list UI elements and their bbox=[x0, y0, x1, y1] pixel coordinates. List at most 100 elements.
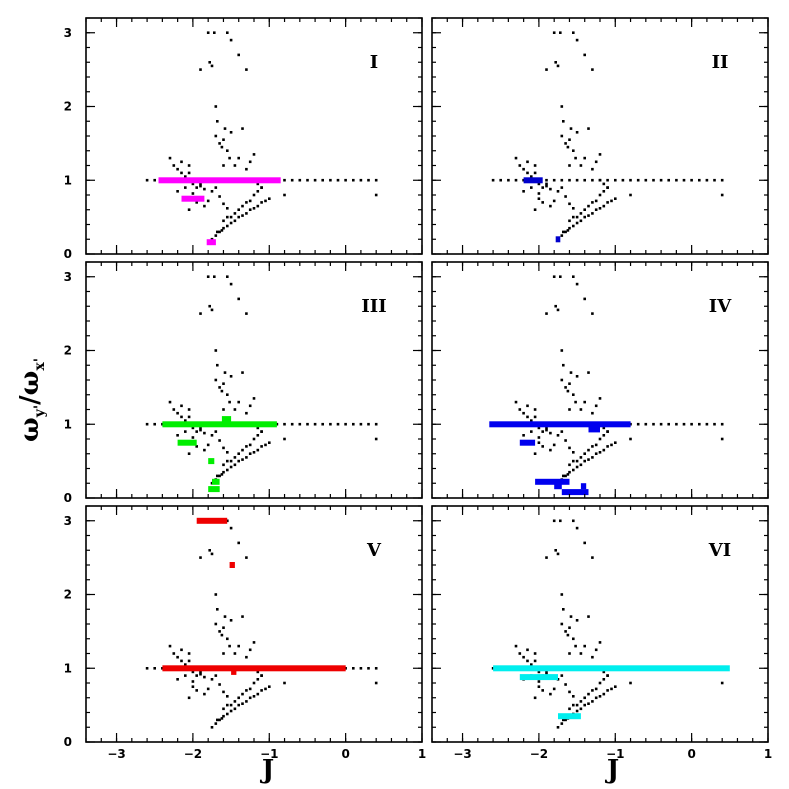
data-point bbox=[572, 275, 575, 278]
data-point bbox=[583, 178, 586, 182]
data-point bbox=[598, 153, 602, 156]
panel-label-V: V bbox=[366, 540, 382, 561]
data-point bbox=[233, 456, 237, 459]
data-point bbox=[591, 178, 594, 182]
data-point bbox=[176, 434, 179, 437]
data-point bbox=[564, 630, 567, 633]
data-point bbox=[598, 451, 602, 454]
data-point bbox=[229, 282, 233, 286]
data-point bbox=[591, 212, 594, 215]
panel-II: II bbox=[431, 17, 769, 255]
data-point bbox=[199, 428, 202, 432]
data-point bbox=[579, 408, 583, 411]
data-point bbox=[575, 375, 579, 378]
data-point bbox=[313, 422, 317, 426]
data-point bbox=[241, 448, 244, 452]
data-point bbox=[594, 404, 598, 408]
data-point bbox=[191, 680, 195, 683]
data-point bbox=[587, 127, 590, 130]
data-point bbox=[352, 422, 355, 426]
data-point bbox=[245, 445, 248, 448]
data-point bbox=[568, 202, 571, 206]
data-point bbox=[248, 160, 252, 164]
data-point bbox=[562, 230, 565, 234]
data-point bbox=[602, 448, 606, 452]
data-point bbox=[168, 400, 172, 404]
data-point bbox=[233, 164, 237, 167]
data-point bbox=[222, 652, 225, 655]
x-tick-label: −3 bbox=[453, 747, 471, 761]
data-point bbox=[248, 696, 252, 700]
data-point bbox=[229, 38, 233, 42]
data-point bbox=[237, 297, 240, 301]
data-point bbox=[560, 105, 564, 108]
data-point bbox=[260, 186, 263, 189]
data-point bbox=[226, 459, 229, 463]
data-point bbox=[206, 199, 210, 203]
data-point bbox=[191, 182, 195, 186]
data-point bbox=[568, 463, 571, 467]
data-point bbox=[226, 149, 229, 152]
data-point bbox=[562, 120, 565, 123]
data-point bbox=[252, 695, 256, 698]
segment-V-3 bbox=[229, 562, 235, 568]
data-point bbox=[222, 164, 225, 167]
data-point bbox=[220, 145, 224, 149]
data-point bbox=[560, 349, 564, 352]
data-point bbox=[206, 275, 210, 278]
data-point bbox=[572, 31, 575, 34]
data-point bbox=[214, 722, 218, 725]
data-point bbox=[241, 204, 244, 208]
data-point bbox=[176, 190, 179, 193]
data-point bbox=[233, 408, 237, 411]
data-point bbox=[229, 619, 233, 622]
data-point bbox=[526, 415, 529, 419]
data-point bbox=[252, 451, 256, 454]
panel-label-III: III bbox=[361, 296, 386, 317]
data-point bbox=[537, 670, 541, 674]
data-point bbox=[569, 127, 573, 130]
data-point bbox=[237, 459, 240, 463]
data-point bbox=[191, 436, 195, 439]
data-point bbox=[644, 422, 648, 426]
data-point bbox=[195, 201, 198, 204]
data-point bbox=[233, 700, 237, 703]
segment-VI-2 bbox=[519, 674, 558, 681]
data-point bbox=[545, 68, 548, 71]
data-point bbox=[145, 422, 149, 426]
data-point bbox=[208, 304, 211, 308]
segment-III-3 bbox=[208, 458, 215, 465]
data-point bbox=[245, 68, 248, 71]
data-point bbox=[514, 156, 518, 160]
data-point bbox=[682, 178, 686, 182]
data-point bbox=[176, 678, 179, 681]
data-point bbox=[283, 178, 286, 182]
data-point bbox=[199, 312, 202, 315]
data-point bbox=[675, 422, 678, 426]
y-tick-label: 0 bbox=[64, 735, 72, 749]
data-point bbox=[564, 474, 567, 478]
data-point bbox=[203, 204, 206, 208]
data-point bbox=[572, 637, 575, 641]
data-point bbox=[560, 593, 564, 596]
data-point bbox=[176, 411, 179, 415]
data-point bbox=[228, 400, 231, 404]
data-point bbox=[579, 219, 583, 223]
data-point bbox=[260, 445, 263, 448]
data-point bbox=[568, 446, 571, 450]
data-point bbox=[199, 68, 202, 71]
data-point bbox=[245, 700, 248, 703]
data-point bbox=[216, 363, 219, 367]
data-point bbox=[575, 215, 579, 219]
data-point bbox=[566, 633, 570, 637]
data-point bbox=[559, 519, 562, 523]
data-point bbox=[256, 204, 260, 208]
data-point bbox=[191, 426, 195, 430]
data-point bbox=[222, 408, 225, 411]
data-point bbox=[556, 552, 560, 556]
data-point bbox=[275, 422, 279, 426]
data-point bbox=[216, 718, 219, 722]
data-point bbox=[248, 404, 252, 408]
data-point bbox=[233, 707, 237, 711]
data-point bbox=[533, 164, 537, 167]
